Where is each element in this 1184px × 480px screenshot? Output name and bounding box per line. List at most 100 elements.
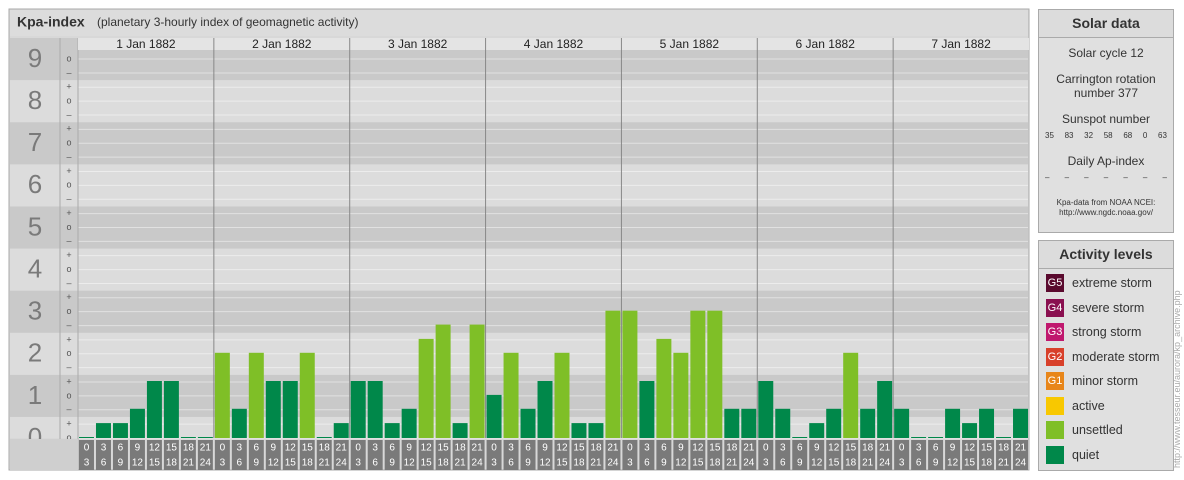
hour-box — [231, 440, 247, 470]
day-label: 7 Jan 1882 — [931, 37, 991, 51]
hour-label: 12 — [421, 443, 433, 454]
hour-box — [758, 440, 774, 470]
band — [10, 332, 1028, 375]
band — [10, 206, 1028, 249]
day-header — [78, 38, 214, 50]
hour-box — [316, 440, 332, 470]
day-label: 6 Jan 1882 — [796, 37, 856, 51]
hour-label: 6 — [372, 458, 378, 469]
ap-value: – — [1123, 173, 1128, 182]
hour-label: 24 — [743, 458, 755, 469]
hour-label: 3 — [372, 443, 378, 454]
bar — [95, 423, 111, 438]
minor-tick-label: o — [66, 432, 71, 442]
hour-label: 9 — [525, 458, 531, 469]
hour-box — [877, 440, 893, 470]
hour-label: 15 — [981, 443, 993, 454]
minor-tick-label: + — [66, 208, 71, 218]
bar — [418, 338, 434, 438]
bar — [180, 437, 196, 438]
hour-box — [945, 440, 961, 470]
hour-box — [639, 440, 655, 470]
bar — [656, 338, 672, 438]
sunspot-number: 63 — [1158, 131, 1167, 140]
level-name: severe storm — [1072, 300, 1145, 315]
hour-label: 6 — [254, 443, 260, 454]
hour-box — [911, 440, 927, 470]
axis-footer — [10, 439, 78, 470]
day-label: 5 Jan 1882 — [660, 37, 720, 51]
ap-value: – — [1084, 173, 1089, 182]
chart: Kpa-index (planetary 3-hourly index of g… — [8, 8, 1030, 471]
hour-label: 12 — [285, 443, 297, 454]
bar — [758, 381, 774, 438]
hour-box — [265, 440, 281, 470]
hour-label: 0 — [763, 443, 769, 454]
hour-label: 9 — [797, 458, 803, 469]
y-tick-label: 1 — [28, 380, 42, 410]
hour-label: 15 — [573, 443, 585, 454]
hour-label: 15 — [285, 458, 297, 469]
hour-label: 18 — [726, 443, 738, 454]
hour-label: 21 — [590, 458, 602, 469]
hour-label: 6 — [916, 458, 922, 469]
hour-label: 15 — [964, 458, 976, 469]
activity-title: Activity levels — [1039, 241, 1173, 269]
bar — [452, 423, 468, 438]
bar — [401, 408, 417, 438]
ap-value: – — [1142, 173, 1148, 182]
hour-label: 0 — [220, 443, 226, 454]
hour-label: 12 — [947, 458, 959, 469]
hour-box — [928, 440, 944, 470]
day-header — [349, 38, 486, 50]
hour-label: 18 — [981, 458, 993, 469]
hour-label: 12 — [132, 458, 144, 469]
hour-label: 3 — [916, 443, 922, 454]
bar — [622, 310, 638, 438]
ap-value: – — [1045, 173, 1050, 182]
bar — [894, 408, 910, 438]
hour-box — [571, 440, 587, 470]
minor-tick-label: + — [66, 124, 71, 134]
bar — [843, 352, 859, 438]
hour-label: 3 — [491, 458, 497, 469]
hour-label: 12 — [149, 443, 161, 454]
hour-label: 15 — [556, 458, 568, 469]
bar — [707, 310, 723, 438]
hour-label: 6 — [661, 443, 667, 454]
hour-label: 21 — [726, 458, 738, 469]
hour-box — [979, 440, 995, 470]
sunspot-title: Sunspot number — [1061, 112, 1151, 126]
hour-box — [197, 440, 213, 470]
level-badge — [1046, 396, 1064, 415]
bar — [282, 381, 298, 438]
title-bar — [10, 10, 1028, 36]
bar — [588, 423, 604, 438]
hour-label: 15 — [166, 443, 178, 454]
hour-label: 18 — [183, 443, 195, 454]
bar — [350, 381, 366, 438]
day-header — [485, 38, 622, 50]
ap-value: – — [1103, 173, 1109, 182]
hour-box — [996, 440, 1012, 470]
sunspot-row: 35 83 32 58 68 0 63 — [1039, 131, 1173, 140]
hour-label: 3 — [644, 443, 650, 454]
bar — [911, 437, 927, 438]
minor-tick-label: o — [66, 306, 71, 316]
y-tick-label: 5 — [28, 211, 42, 241]
hour-label: 18 — [319, 443, 331, 454]
hour-label: 3 — [763, 458, 769, 469]
hour-box — [146, 440, 162, 470]
sunspot-number: 0 — [1142, 131, 1148, 140]
sunspot-number: 58 — [1103, 131, 1113, 140]
ap-value: – — [1064, 173, 1070, 182]
day-label: 2 Jan 1882 — [252, 37, 312, 51]
hour-label: 18 — [302, 458, 314, 469]
y-tick-label: 7 — [28, 127, 42, 157]
bar — [231, 408, 247, 438]
hour-box — [384, 440, 400, 470]
hour-label: 15 — [709, 443, 721, 454]
band — [10, 80, 1028, 123]
hour-label: 0 — [84, 443, 90, 454]
